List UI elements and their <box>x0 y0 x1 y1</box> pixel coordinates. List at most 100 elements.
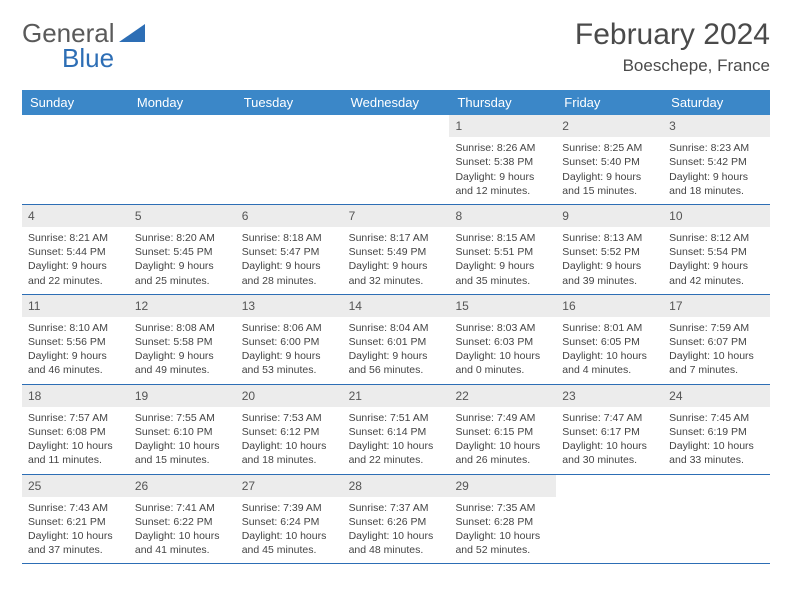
day-number: 9 <box>556 205 663 227</box>
sunset-text: Sunset: 5:42 PM <box>669 155 764 169</box>
day-number: 3 <box>663 115 770 137</box>
day-body: Sunrise: 7:41 AMSunset: 6:22 PMDaylight:… <box>129 499 236 564</box>
daylight-text: Daylight: 9 hours <box>28 349 123 363</box>
day-cell: 20Sunrise: 7:53 AMSunset: 6:12 PMDayligh… <box>236 385 343 474</box>
sunset-text: Sunset: 5:49 PM <box>349 245 444 259</box>
week-row: ....1Sunrise: 8:26 AMSunset: 5:38 PMDayl… <box>22 115 770 205</box>
sunrise-text: Sunrise: 8:06 AM <box>242 321 337 335</box>
sunrise-text: Sunrise: 7:43 AM <box>28 501 123 515</box>
sunset-text: Sunset: 6:26 PM <box>349 515 444 529</box>
day-cell: 18Sunrise: 7:57 AMSunset: 6:08 PMDayligh… <box>22 385 129 474</box>
day-body: Sunrise: 7:57 AMSunset: 6:08 PMDaylight:… <box>22 409 129 474</box>
sunset-text: Sunset: 6:01 PM <box>349 335 444 349</box>
daylight-text: Daylight: 10 hours <box>562 349 657 363</box>
day-cell: 12Sunrise: 8:08 AMSunset: 5:58 PMDayligh… <box>129 295 236 384</box>
sunrise-text: Sunrise: 8:20 AM <box>135 231 230 245</box>
day-number: 20 <box>236 385 343 407</box>
day-body: Sunrise: 8:21 AMSunset: 5:44 PMDaylight:… <box>22 229 129 294</box>
sunrise-text: Sunrise: 8:25 AM <box>562 141 657 155</box>
daylight-text: and 37 minutes. <box>28 543 123 557</box>
day-body: Sunrise: 8:08 AMSunset: 5:58 PMDaylight:… <box>129 319 236 384</box>
day-body: Sunrise: 8:01 AMSunset: 6:05 PMDaylight:… <box>556 319 663 384</box>
daylight-text: Daylight: 10 hours <box>455 529 550 543</box>
sunset-text: Sunset: 6:08 PM <box>28 425 123 439</box>
weekday-header: Friday <box>556 90 663 115</box>
day-number: 29 <box>449 475 556 497</box>
daylight-text: Daylight: 10 hours <box>242 529 337 543</box>
daylight-text: and 4 minutes. <box>562 363 657 377</box>
daylight-text: and 25 minutes. <box>135 274 230 288</box>
sunrise-text: Sunrise: 7:49 AM <box>455 411 550 425</box>
daylight-text: Daylight: 10 hours <box>28 439 123 453</box>
day-body: Sunrise: 8:12 AMSunset: 5:54 PMDaylight:… <box>663 229 770 294</box>
daylight-text: Daylight: 10 hours <box>669 349 764 363</box>
daylight-text: and 22 minutes. <box>28 274 123 288</box>
daylight-text: and 18 minutes. <box>669 184 764 198</box>
daylight-text: and 48 minutes. <box>349 543 444 557</box>
day-cell: 13Sunrise: 8:06 AMSunset: 6:00 PMDayligh… <box>236 295 343 384</box>
sunrise-text: Sunrise: 8:08 AM <box>135 321 230 335</box>
day-body: Sunrise: 7:35 AMSunset: 6:28 PMDaylight:… <box>449 499 556 564</box>
day-body: Sunrise: 7:43 AMSunset: 6:21 PMDaylight:… <box>22 499 129 564</box>
day-body: Sunrise: 7:45 AMSunset: 6:19 PMDaylight:… <box>663 409 770 474</box>
daylight-text: Daylight: 9 hours <box>669 170 764 184</box>
calendar: SundayMondayTuesdayWednesdayThursdayFrid… <box>22 90 770 564</box>
day-cell: 6Sunrise: 8:18 AMSunset: 5:47 PMDaylight… <box>236 205 343 294</box>
sunrise-text: Sunrise: 7:35 AM <box>455 501 550 515</box>
daylight-text: Daylight: 10 hours <box>562 439 657 453</box>
day-body: Sunrise: 8:25 AMSunset: 5:40 PMDaylight:… <box>556 139 663 204</box>
day-body: Sunrise: 8:06 AMSunset: 6:00 PMDaylight:… <box>236 319 343 384</box>
day-number: 8 <box>449 205 556 227</box>
daylight-text: and 52 minutes. <box>455 543 550 557</box>
sunrise-text: Sunrise: 7:45 AM <box>669 411 764 425</box>
daylight-text: Daylight: 9 hours <box>349 349 444 363</box>
sunset-text: Sunset: 6:28 PM <box>455 515 550 529</box>
day-number: 27 <box>236 475 343 497</box>
day-cell: 24Sunrise: 7:45 AMSunset: 6:19 PMDayligh… <box>663 385 770 474</box>
day-number: 21 <box>343 385 450 407</box>
day-cell: 8Sunrise: 8:15 AMSunset: 5:51 PMDaylight… <box>449 205 556 294</box>
daylight-text: Daylight: 10 hours <box>28 529 123 543</box>
sunset-text: Sunset: 5:40 PM <box>562 155 657 169</box>
logo: General Blue <box>22 18 145 74</box>
daylight-text: Daylight: 10 hours <box>242 439 337 453</box>
day-cell: . <box>663 475 770 564</box>
daylight-text: Daylight: 9 hours <box>135 349 230 363</box>
day-body: Sunrise: 7:47 AMSunset: 6:17 PMDaylight:… <box>556 409 663 474</box>
day-number: 1 <box>449 115 556 137</box>
day-cell: . <box>22 115 129 204</box>
daylight-text: Daylight: 9 hours <box>349 259 444 273</box>
daylight-text: Daylight: 9 hours <box>562 259 657 273</box>
day-cell: . <box>343 115 450 204</box>
daylight-text: and 35 minutes. <box>455 274 550 288</box>
sunrise-text: Sunrise: 7:41 AM <box>135 501 230 515</box>
daylight-text: Daylight: 9 hours <box>135 259 230 273</box>
sunrise-text: Sunrise: 7:37 AM <box>349 501 444 515</box>
sunset-text: Sunset: 5:58 PM <box>135 335 230 349</box>
day-body: Sunrise: 7:51 AMSunset: 6:14 PMDaylight:… <box>343 409 450 474</box>
sunset-text: Sunset: 5:52 PM <box>562 245 657 259</box>
day-body: Sunrise: 8:03 AMSunset: 6:03 PMDaylight:… <box>449 319 556 384</box>
daylight-text: Daylight: 10 hours <box>455 349 550 363</box>
day-number: 7 <box>343 205 450 227</box>
title-block: February 2024 Boeschepe, France <box>575 18 770 76</box>
day-number: 4 <box>22 205 129 227</box>
day-number: 10 <box>663 205 770 227</box>
day-body: Sunrise: 8:23 AMSunset: 5:42 PMDaylight:… <box>663 139 770 204</box>
weekday-header: Sunday <box>22 90 129 115</box>
weekday-header: Saturday <box>663 90 770 115</box>
week-row: 11Sunrise: 8:10 AMSunset: 5:56 PMDayligh… <box>22 295 770 385</box>
sunrise-text: Sunrise: 8:04 AM <box>349 321 444 335</box>
daylight-text: Daylight: 10 hours <box>135 529 230 543</box>
day-cell: . <box>236 115 343 204</box>
sunrise-text: Sunrise: 8:10 AM <box>28 321 123 335</box>
day-cell: 19Sunrise: 7:55 AMSunset: 6:10 PMDayligh… <box>129 385 236 474</box>
daylight-text: and 11 minutes. <box>28 453 123 467</box>
month-title: February 2024 <box>575 18 770 52</box>
day-cell: 26Sunrise: 7:41 AMSunset: 6:22 PMDayligh… <box>129 475 236 564</box>
day-body: Sunrise: 7:37 AMSunset: 6:26 PMDaylight:… <box>343 499 450 564</box>
daylight-text: and 39 minutes. <box>562 274 657 288</box>
daylight-text: and 0 minutes. <box>455 363 550 377</box>
day-cell: . <box>556 475 663 564</box>
day-number: 24 <box>663 385 770 407</box>
